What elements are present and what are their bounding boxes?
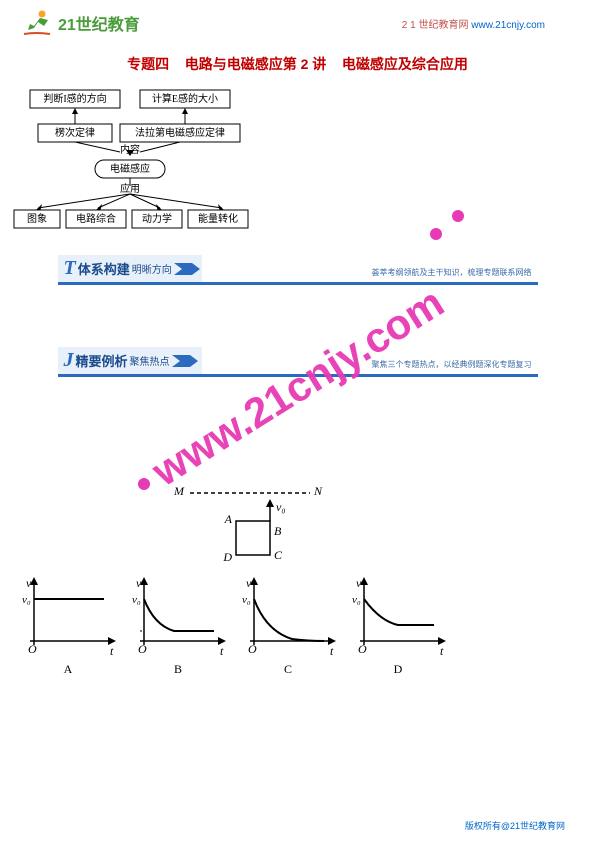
spacer [0,377,595,473]
watermark-dot-icon [452,210,464,222]
cm-b3: 能量转化 [198,212,238,225]
banner1-sub: 明晰方向 [132,261,172,276]
gC-x: t [330,644,334,658]
gB-y: v [136,576,142,590]
section-banner-2: J 精要例析 聚焦热点 聚焦三个专题热点，以经典例题深化专题复习 [58,347,538,377]
gC-y0: v₀ [242,594,251,606]
label-B: B [274,524,282,538]
label-D: D [222,550,232,564]
logo: 21世纪教育 [20,8,140,38]
label-v0-arrow: v₀ [276,500,286,514]
title-left: 专题四 [127,56,169,72]
gB-y0: v₀ [132,594,141,606]
banner1-big: T [64,257,76,280]
banner1-right: 荟萃考纲领航及主干知识，梳理专题联系网络 [372,267,532,278]
gA-x: t [110,644,114,658]
cm-r1-right: 计算E感的大小 [152,92,218,105]
gA-y: v [26,576,32,590]
title-mid: 电路与电磁感应第 2 讲 [185,56,327,72]
cm-b1: 电路综合 [76,212,116,225]
title-right: 电磁感应及综合应用 [342,56,468,72]
page-header: 21世纪教育 2 1 世纪教育网 www.21cnjy.com [0,0,595,40]
section-banner-1: T 体系构建 明晰方向 荟萃考纲领航及主干知识，梳理专题联系网络 [58,255,538,285]
banner2-right: 聚焦三个专题热点，以经典例题深化专题复习 [372,359,532,370]
gC-y: v [246,576,252,590]
gB-x: t [220,644,224,658]
gC-label: C [284,662,292,676]
header-site-link[interactable]: 2 1 世纪教育网 www.21cnjy.com [402,16,545,31]
gD-label: D [394,662,403,676]
gD-y: v [356,576,362,590]
site-url: www.21cnjy.com [471,20,545,31]
spacer [0,285,595,341]
vt-figure: M N A B C D v₀ v v₀ t O A [0,481,460,691]
brand-text: 21世纪教育 [58,11,140,35]
svg-text:O: O [358,642,367,656]
cm-b2: 动力学 [142,212,172,225]
label-M: M [173,484,185,498]
banner2-label: 精要例析 [76,351,128,370]
gB-label: B [174,662,182,676]
svg-text:O: O [248,642,257,656]
cm-r2-right: 法拉第电磁感应定律 [135,126,225,139]
label-C: C [274,548,283,562]
cm-r1-left: 判断I感的方向 [43,92,106,105]
gA-y0: v₀ [22,594,31,606]
watermark-dot-icon [430,228,442,240]
label-N: N [313,484,323,498]
gD-x: t [440,644,444,658]
banner2-sub: 聚焦热点 [130,353,170,368]
banner2-big: J [64,349,74,372]
cm-center: 电磁感应 [110,162,150,175]
runner-icon [20,8,54,38]
arrow-icon [174,260,202,278]
cm-r2-left: 楞次定律 [55,126,95,139]
footer-text: 版权所有@21世纪教育网 [465,819,565,832]
gA-label: A [64,662,73,676]
cm-bottom-label: 应用 [120,182,140,195]
concept-map: 判断I感的方向 计算E感的大小 楞次定律 法拉第电磁感应定律 内容 电磁感应 应… [0,86,260,236]
svg-text:O: O [28,642,37,656]
gD-y0: v₀ [352,594,361,606]
site-label: 2 1 世纪教育网 [402,20,469,31]
svg-text:O: O [138,642,147,656]
arrow-icon [172,352,200,370]
banner1-label: 体系构建 [78,259,130,278]
page-title: 专题四 电路与电磁感应第 2 讲 电磁感应及综合应用 [0,54,595,74]
label-A: A [224,512,233,526]
cm-b0: 图象 [27,213,47,225]
